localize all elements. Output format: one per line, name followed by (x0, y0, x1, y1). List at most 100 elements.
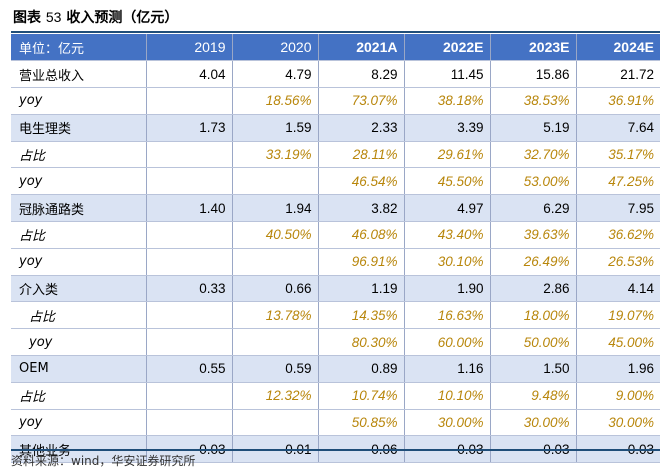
table-cell: 5.19 (490, 114, 577, 142)
bottom-rule (11, 449, 660, 451)
table-cell: 9.00% (576, 382, 660, 410)
table-cell: 12.32% (232, 382, 319, 410)
table-row: 电生理类 1.73 1.59 2.33 3.39 5.19 7.64 (11, 114, 660, 142)
table-cell: 39.63% (490, 221, 577, 249)
table-cell: 8.29 (318, 60, 405, 89)
header-col-2019: 2019 (146, 34, 233, 62)
table-cell: 4.04 (146, 60, 233, 89)
table-cell: 0.55 (146, 355, 233, 383)
table-cell: 4.79 (232, 60, 319, 89)
table-cell: 36.91% (576, 87, 660, 115)
table-cell: 46.08% (318, 221, 405, 249)
table-cell (232, 328, 319, 357)
table-cell: 38.18% (404, 87, 491, 115)
table-row: yoy 18.56% 73.07% 38.18% 38.53% 36.91% (11, 87, 660, 115)
row-label: 介入类 (11, 275, 147, 303)
table-row: yoy 46.54% 45.50% 53.00% 47.25% (11, 167, 660, 196)
table-cell: 21.72 (576, 60, 660, 89)
table-cell: 80.30% (318, 328, 405, 357)
source-note: 资料来源：wind，华安证券研究所 (11, 454, 196, 468)
table-row: 占比 40.50% 46.08% 43.40% 39.63% 36.62% (11, 221, 660, 249)
header-col-2020: 2020 (232, 34, 319, 62)
table-cell: 26.49% (490, 248, 577, 276)
table-cell: 96.91% (318, 248, 405, 276)
revenue-forecast-table: 单位：亿元 2019 2020 2021A 2022E 2023E 2024E … (11, 34, 660, 464)
table-cell: 29.61% (404, 141, 491, 169)
header-col-2024e: 2024E (576, 34, 660, 62)
table-cell: 0.66 (232, 275, 319, 303)
title-prefix: 图表 (13, 10, 41, 26)
header-col-2022e: 2022E (404, 34, 491, 62)
table-cell: 30.00% (576, 409, 660, 437)
table-cell: 18.56% (232, 87, 319, 115)
table-cell (146, 87, 233, 115)
table-cell: 30.00% (490, 409, 577, 437)
title-text: 收入预测（亿元） (66, 10, 179, 26)
table-cell (146, 141, 233, 169)
table-cell: 43.40% (404, 221, 491, 249)
header-unit: 单位：亿元 (11, 34, 147, 62)
table-row: yoy 80.30% 60.00% 50.00% 45.00% (11, 328, 660, 357)
table-cell: 45.00% (576, 328, 660, 357)
row-label: 占比 (11, 221, 147, 249)
table-cell: 16.63% (404, 301, 491, 330)
table-cell: 18.00% (490, 301, 577, 330)
table-cell: 28.11% (318, 141, 405, 169)
table-cell: 26.53% (576, 248, 660, 276)
table-row: 介入类 0.33 0.66 1.19 1.90 2.86 4.14 (11, 275, 660, 303)
table-cell: 1.16 (404, 355, 491, 383)
table-cell: 36.62% (576, 221, 660, 249)
table-cell: 14.35% (318, 301, 405, 330)
table-cell: 15.86 (490, 60, 577, 89)
table-cell: 35.17% (576, 141, 660, 169)
table-cell: 9.48% (490, 382, 577, 410)
table-cell (146, 301, 233, 330)
table-cell: 33.19% (232, 141, 319, 169)
table-cell (146, 409, 233, 437)
table-cell: 3.82 (318, 194, 405, 223)
table-cell: 30.10% (404, 248, 491, 276)
top-rule (11, 31, 660, 33)
row-label: 营业总收入 (11, 60, 147, 89)
table-cell (146, 382, 233, 410)
header-row: 单位：亿元 2019 2020 2021A 2022E 2023E 2024E (11, 34, 660, 62)
table-cell: 1.40 (146, 194, 233, 223)
table-cell: 4.97 (404, 194, 491, 223)
table-cell (146, 221, 233, 249)
table-row: 占比 33.19% 28.11% 29.61% 32.70% 35.17% (11, 141, 660, 169)
table-cell (232, 409, 319, 437)
table-cell: 0.33 (146, 275, 233, 303)
table-row: 营业总收入 4.04 4.79 8.29 11.45 15.86 21.72 (11, 60, 660, 89)
table-title: 图表 53 收入预测（亿元） (13, 6, 178, 28)
row-label: yoy (11, 87, 147, 115)
table-cell: 1.96 (576, 355, 660, 383)
table-cell: 2.86 (490, 275, 577, 303)
table-cell: 1.50 (490, 355, 577, 383)
table-cell: 46.54% (318, 167, 405, 196)
table-cell: 0.59 (232, 355, 319, 383)
table-cell: 47.25% (576, 167, 660, 196)
table-cell: 2.33 (318, 114, 405, 142)
table-body: 营业总收入 4.04 4.79 8.29 11.45 15.86 21.72 yoy 18.56… (11, 60, 660, 464)
table-cell: 11.45 (404, 60, 491, 89)
table-cell: 7.95 (576, 194, 660, 223)
table-row: 占比 12.32% 10.74% 10.10% 9.48% 9.00% (11, 382, 660, 410)
table-cell: 4.14 (576, 275, 660, 303)
table-cell: 40.50% (232, 221, 319, 249)
header-col-2023e: 2023E (490, 34, 577, 62)
table-row: OEM 0.55 0.59 0.89 1.16 1.50 1.96 (11, 355, 660, 383)
table-cell: 6.29 (490, 194, 577, 223)
table-cell: 10.10% (404, 382, 491, 410)
table-cell: 1.19 (318, 275, 405, 303)
table-cell: 1.90 (404, 275, 491, 303)
row-label: 冠脉通路类 (11, 194, 147, 223)
table-cell: 50.85% (318, 409, 405, 437)
table-cell: 1.73 (146, 114, 233, 142)
table-cell: 45.50% (404, 167, 491, 196)
table-cell (146, 248, 233, 276)
row-label: yoy (11, 328, 147, 357)
table-row: yoy 96.91% 30.10% 26.49% 26.53% (11, 248, 660, 276)
table-cell: 0.89 (318, 355, 405, 383)
table-cell (232, 248, 319, 276)
row-label: yoy (11, 248, 147, 276)
